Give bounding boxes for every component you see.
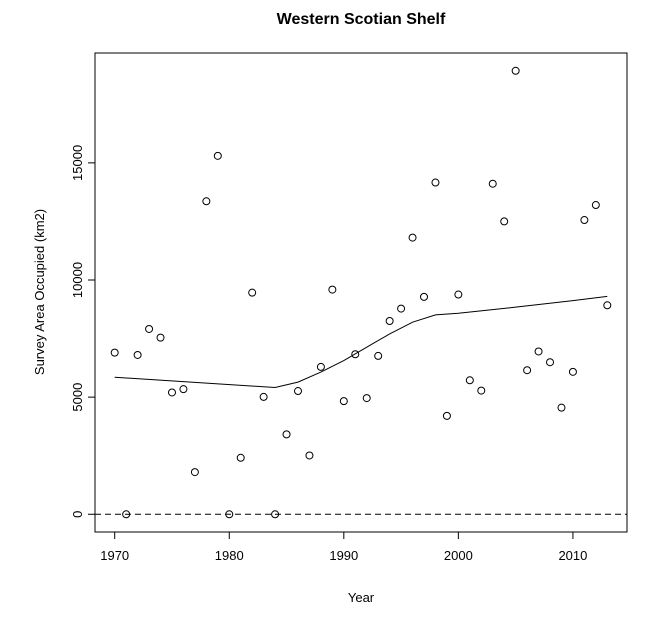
y-tick-label: 5000 [70,383,85,412]
data-point [145,324,154,333]
data-point [477,386,486,395]
data-point [339,397,348,406]
data-point [420,292,429,301]
data-point [534,347,543,356]
data-point [591,201,600,210]
data-point [546,358,555,367]
data-point [465,376,474,385]
data-point [110,348,119,357]
y-axis-label: Survey Area Occupied (km2) [32,209,47,375]
data-point [305,451,314,460]
data-point [488,179,497,188]
chart-title: Western Scotian Shelf [277,11,446,28]
data-point [316,362,325,371]
x-axis-label: Year [348,590,375,605]
x-tick-label: 1970 [100,548,129,563]
data-point [431,178,440,187]
data-point [328,285,337,294]
data-point [500,217,509,226]
data-point [259,392,268,401]
y-tick-label: 0 [70,511,85,518]
data-point [225,510,234,519]
data-point [236,453,245,462]
data-point [408,233,417,242]
data-point [568,367,577,376]
data-point [385,316,394,325]
data-point [397,304,406,313]
x-tick-label: 2000 [444,548,473,563]
data-point [213,151,222,160]
data-point [122,510,131,519]
smooth-trend-line [114,295,608,389]
data-point [248,288,257,297]
data-point [580,216,589,225]
data-point [282,430,291,439]
data-point [133,350,142,359]
data-point [271,510,280,519]
data-point [362,394,371,403]
data-point [442,411,451,420]
data-point [179,385,188,394]
data-point [167,388,176,397]
data-point [523,366,532,375]
data-point [202,197,211,206]
y-tick-label: 15000 [70,145,85,181]
data-point [374,351,383,360]
data-point [454,290,463,299]
data-point [293,387,302,396]
plot-frame [94,52,628,533]
y-tick-label: 10000 [70,262,85,298]
x-tick-label: 2010 [558,548,587,563]
data-point [511,66,520,75]
data-point [557,403,566,412]
x-tick-label: 1980 [215,548,244,563]
x-tick-label: 1990 [329,548,358,563]
data-point [603,301,612,310]
data-point [156,333,165,342]
data-point [351,350,360,359]
data-point [190,468,199,477]
